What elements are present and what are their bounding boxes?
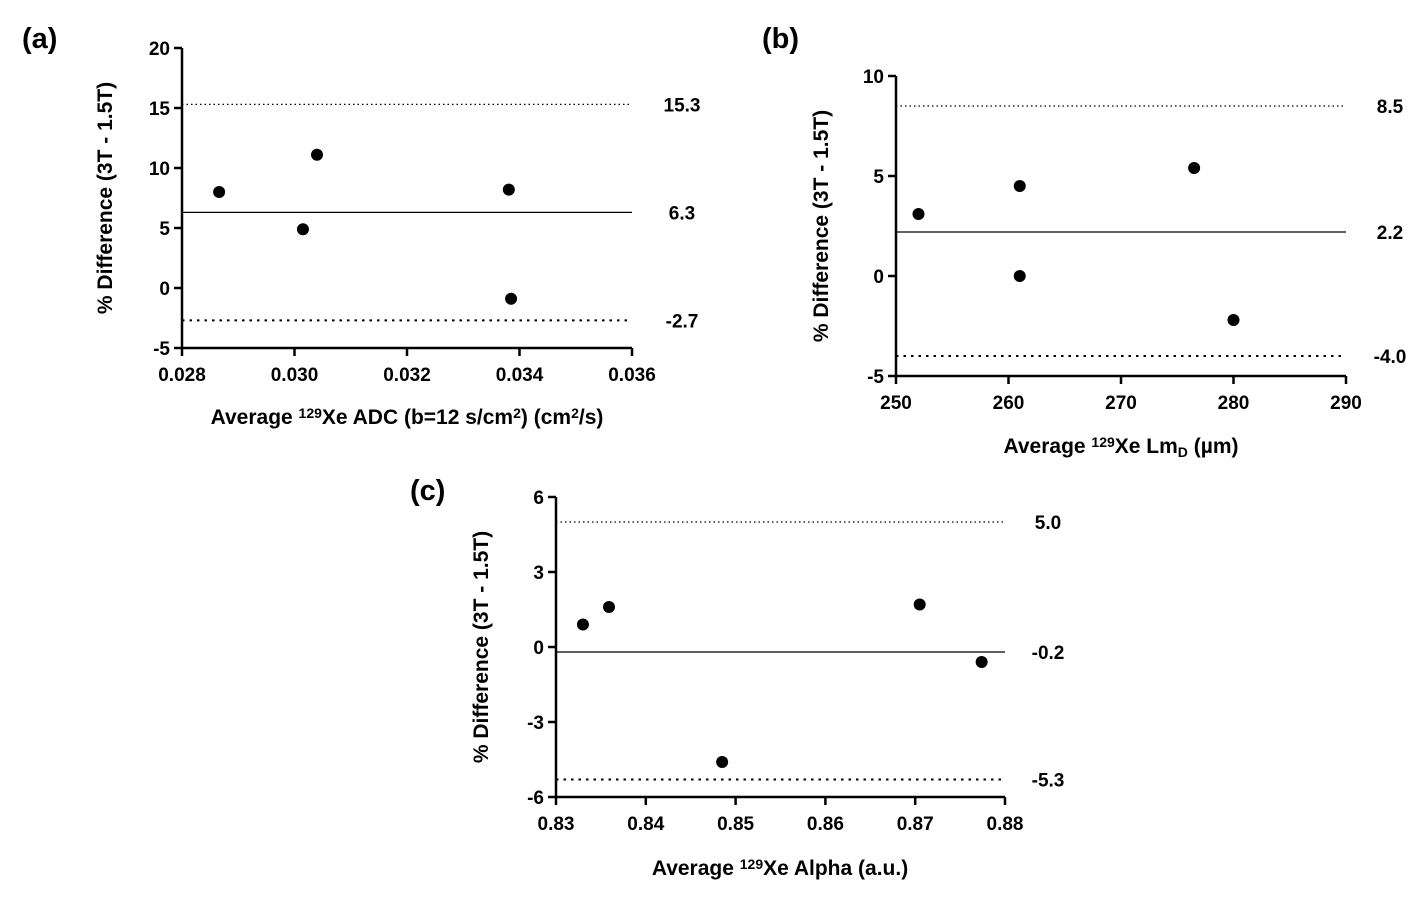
x-axis-label: Average 129Xe Alpha (a.u.) <box>652 856 908 880</box>
x-axis-label: Average 129Xe LmD (µm) <box>1003 434 1238 459</box>
x-axis-label: Average 129Xe ADC (b=12 s/cm2) (cm2/s) <box>211 405 604 429</box>
x-tick-label: 260 <box>993 393 1025 414</box>
x-tick-label: 0.034 <box>496 365 544 386</box>
x-tick-label: 0.030 <box>271 365 319 386</box>
data-point <box>913 598 926 611</box>
data-point <box>505 292 518 305</box>
y-tick-label: -5 <box>867 367 884 388</box>
x-tick-label: 0.028 <box>158 365 206 386</box>
x-tick-label: 0.032 <box>383 365 431 386</box>
x-tick-label: 280 <box>1218 393 1250 414</box>
y-tick-label: 5 <box>873 167 884 188</box>
y-tick-label: -3 <box>527 713 544 734</box>
x-tick-label: 250 <box>880 393 912 414</box>
data-point <box>311 148 323 161</box>
y-tick-label: -6 <box>527 788 544 809</box>
y-tick-label: 10 <box>149 159 170 180</box>
lower-limit-label: -4.0 <box>1374 347 1407 368</box>
data-point <box>576 618 589 631</box>
chart-panel-b: (b) -5 0 5 10 250 260 270 280 290 8.5 2.2 -4.0 % Diff… <box>762 23 1406 460</box>
upper-limit-label: 5.0 <box>1035 513 1061 534</box>
mean-difference-label: -0.2 <box>1032 643 1065 664</box>
mean-difference-label: 6.3 <box>669 203 695 224</box>
chart-panel-a: (a) -5 0 5 10 15 20 0.028 0.030 0.032 0.034 0.036 15… <box>22 23 700 429</box>
y-axis-label: % Difference (3T - 1.5T) <box>94 82 117 314</box>
data-point <box>912 208 925 220</box>
data-point <box>602 601 615 613</box>
data-point <box>296 223 309 236</box>
data-point <box>502 183 515 196</box>
y-tick-label: 10 <box>863 67 884 88</box>
y-tick-label: -5 <box>153 339 170 360</box>
panel-label: (a) <box>22 23 57 55</box>
y-tick-label: 0 <box>159 279 170 300</box>
x-tick-label: 0.84 <box>627 814 664 835</box>
data-point <box>975 656 988 668</box>
upper-limit-label: 8.5 <box>1377 97 1404 118</box>
data-point <box>716 756 729 768</box>
y-tick-label: 5 <box>159 219 170 240</box>
y-tick-label: 20 <box>149 39 170 60</box>
y-tick-label: 0 <box>873 267 884 288</box>
upper-limit-label: 15.3 <box>664 95 701 116</box>
lower-limit-label: -5.3 <box>1032 771 1065 792</box>
x-tick-label: 0.86 <box>807 814 844 835</box>
x-tick-label: 290 <box>1330 393 1362 414</box>
lower-limit-label: -2.7 <box>666 311 699 332</box>
x-tick-label: 270 <box>1105 393 1137 414</box>
data-point <box>1188 162 1201 174</box>
x-tick-label: 0.87 <box>897 814 934 835</box>
data-point <box>1227 314 1240 326</box>
panel-label: (b) <box>762 23 799 55</box>
data-point <box>1013 180 1026 192</box>
panel-label: (c) <box>410 475 445 507</box>
x-tick-label: 0.036 <box>608 365 656 386</box>
y-tick-label: 0 <box>533 638 544 659</box>
x-tick-label: 0.88 <box>987 814 1024 835</box>
data-point <box>213 186 226 198</box>
y-tick-label: 3 <box>533 563 544 584</box>
x-tick-label: 0.85 <box>717 814 754 835</box>
y-tick-label: 6 <box>533 488 544 509</box>
chart-panel-c: (c) -6 -3 0 3 6 0.83 0.84 0.85 0.86 0.87 0.88 5.0 -0.… <box>410 475 1064 880</box>
mean-difference-label: 2.2 <box>1377 223 1403 244</box>
x-tick-label: 0.83 <box>538 814 575 835</box>
y-axis-label: % Difference (3T - 1.5T) <box>470 531 493 763</box>
y-axis-label: % Difference (3T - 1.5T) <box>810 110 833 342</box>
y-tick-label: 15 <box>149 99 171 120</box>
data-point <box>1013 270 1026 282</box>
